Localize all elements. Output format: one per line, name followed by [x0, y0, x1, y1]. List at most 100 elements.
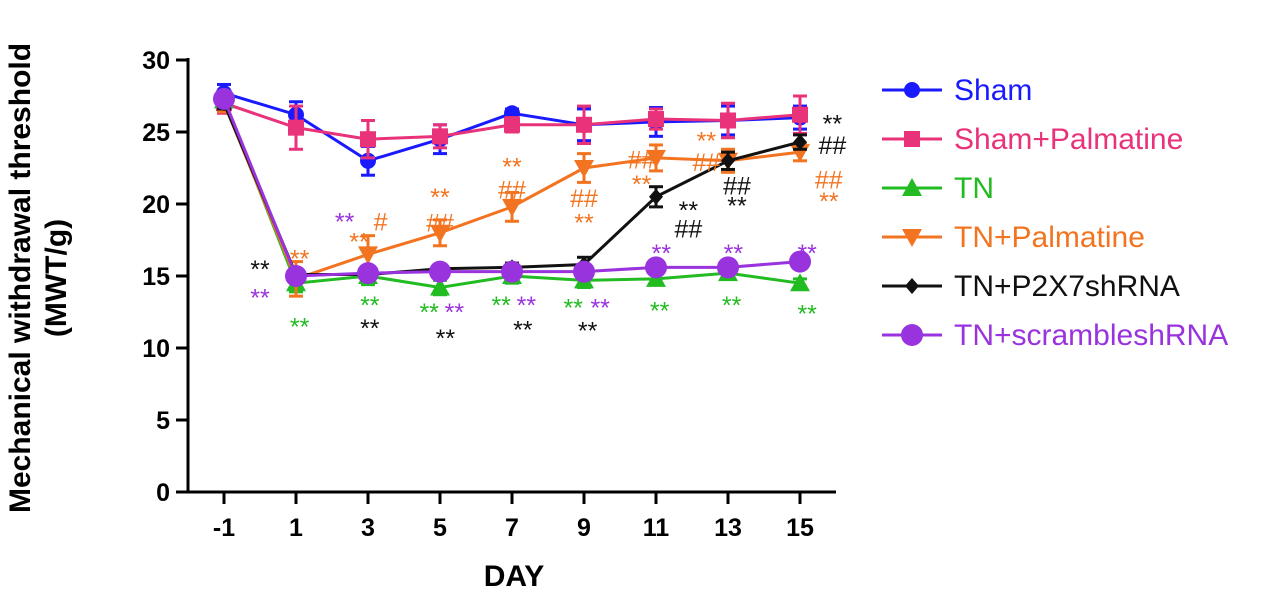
y-tick-label: 5	[156, 407, 170, 435]
significance-mark: **	[819, 188, 839, 216]
significance-mark: **	[650, 298, 670, 326]
data-point	[360, 131, 376, 148]
significance-mark: **	[797, 300, 817, 328]
significance-mark: **	[722, 292, 742, 320]
significance-mark: **	[797, 240, 817, 268]
significance-mark: **	[250, 256, 270, 284]
legend-swatch-marker	[904, 82, 920, 98]
data-point	[649, 188, 663, 205]
significance-mark: **	[445, 299, 465, 327]
x-tick-label: -1	[213, 514, 235, 542]
data-point	[717, 256, 739, 279]
significance-mark: **	[419, 299, 439, 327]
significance-mark: **	[290, 313, 310, 341]
significance-mark: **	[513, 316, 533, 344]
data-point	[432, 128, 448, 145]
legend-item: TN	[882, 172, 994, 205]
significance-mark: ##	[570, 185, 598, 213]
y-tick-label: 25	[142, 119, 170, 147]
legend-item: Sham+Palmatine	[882, 123, 1183, 156]
significance-mark: **	[335, 208, 355, 236]
significance-mark: **	[250, 285, 270, 313]
significance-mark: ##	[818, 132, 846, 160]
legend-label: Sham	[954, 74, 1032, 107]
data-point	[285, 265, 307, 287]
significance-mark: **	[697, 128, 717, 156]
legend-item: TN+P2X7shRNA	[882, 270, 1180, 303]
y-tick-label: 10	[142, 335, 170, 363]
x-tick-label: 7	[505, 514, 519, 542]
series-tn-scrambleshrna	[213, 87, 811, 287]
significance-annotations: ************#******##** ******##** ****##*…	[250, 110, 846, 353]
x-tick-label: 15	[786, 514, 814, 542]
x-tick-label: 9	[577, 514, 591, 542]
significance-mark: ##	[628, 146, 656, 174]
data-point	[288, 119, 304, 136]
x-tick-label: 11	[643, 514, 670, 542]
y-axis-title: Mechanical withdrawal threshold (MWT/g)	[4, 43, 73, 513]
data-point	[430, 277, 450, 296]
legend-swatch-marker	[905, 278, 919, 294]
legend-label: Sham+Palmatine	[954, 123, 1183, 156]
legend-label: TN+P2X7shRNA	[954, 270, 1180, 303]
data-point	[720, 112, 736, 129]
data-point	[793, 134, 807, 151]
significance-mark: **	[574, 210, 594, 238]
significance-mark: **	[360, 292, 380, 320]
significance-mark: **	[349, 228, 369, 256]
significance-mark: **	[727, 192, 747, 220]
data-point	[574, 160, 594, 178]
legend-swatch-marker	[902, 229, 922, 247]
data-point	[790, 273, 810, 292]
data-point	[502, 198, 522, 217]
x-tick-label: 1	[289, 514, 303, 542]
significance-mark: ##	[674, 215, 702, 243]
data-point	[646, 149, 666, 168]
significance-mark: **	[578, 318, 598, 346]
significance-mark: **	[430, 184, 450, 212]
data-point	[576, 116, 592, 133]
significance-mark: ##	[426, 210, 454, 238]
significance-mark: **	[563, 295, 583, 323]
legend-swatch-marker	[904, 131, 920, 147]
significance-mark: **	[360, 315, 380, 343]
data-point	[721, 152, 735, 169]
y-tick-label: 0	[156, 479, 170, 507]
legend-label: TN+scrambleshRNA	[954, 319, 1228, 352]
significance-mark: **	[724, 240, 744, 268]
y-axis-title-line-2: (MWT/g)	[40, 219, 73, 337]
significance-mark: **	[823, 110, 843, 138]
x-tick-label: 5	[433, 514, 447, 542]
data-point	[430, 224, 450, 243]
significance-mark: **	[436, 325, 456, 353]
significance-mark: ##	[723, 172, 751, 200]
y-tick-label: 15	[142, 263, 170, 291]
x-axis-title: DAY	[484, 560, 545, 592]
data-point	[789, 250, 811, 273]
significance-mark: **	[491, 292, 511, 320]
significance-mark: #	[374, 208, 388, 236]
legend-item: TN+scrambleshRNA	[882, 319, 1228, 352]
legend-label: TN	[954, 172, 994, 205]
series-layer	[213, 82, 811, 298]
legend-swatch-marker	[901, 324, 923, 346]
data-point	[213, 87, 235, 110]
significance-mark: **	[290, 246, 310, 274]
significance-mark: **	[590, 295, 610, 323]
significance-mark: **	[652, 240, 672, 268]
data-point	[501, 260, 523, 283]
y-axis-title-line-1: Mechanical withdrawal threshold	[4, 43, 37, 513]
data-point	[573, 260, 595, 283]
significance-mark: **	[517, 292, 537, 320]
legend-label: TN+Palmatine	[954, 221, 1145, 254]
y-tick-label: 30	[142, 47, 170, 75]
data-point	[358, 246, 378, 265]
x-tick-label: 3	[361, 514, 375, 542]
significance-mark: ##	[692, 149, 720, 177]
legend-item: TN+Palmatine	[882, 221, 1145, 254]
significance-mark: ##	[498, 177, 526, 205]
x-tick-label: 13	[714, 514, 742, 542]
legend-swatch-marker	[902, 178, 922, 196]
